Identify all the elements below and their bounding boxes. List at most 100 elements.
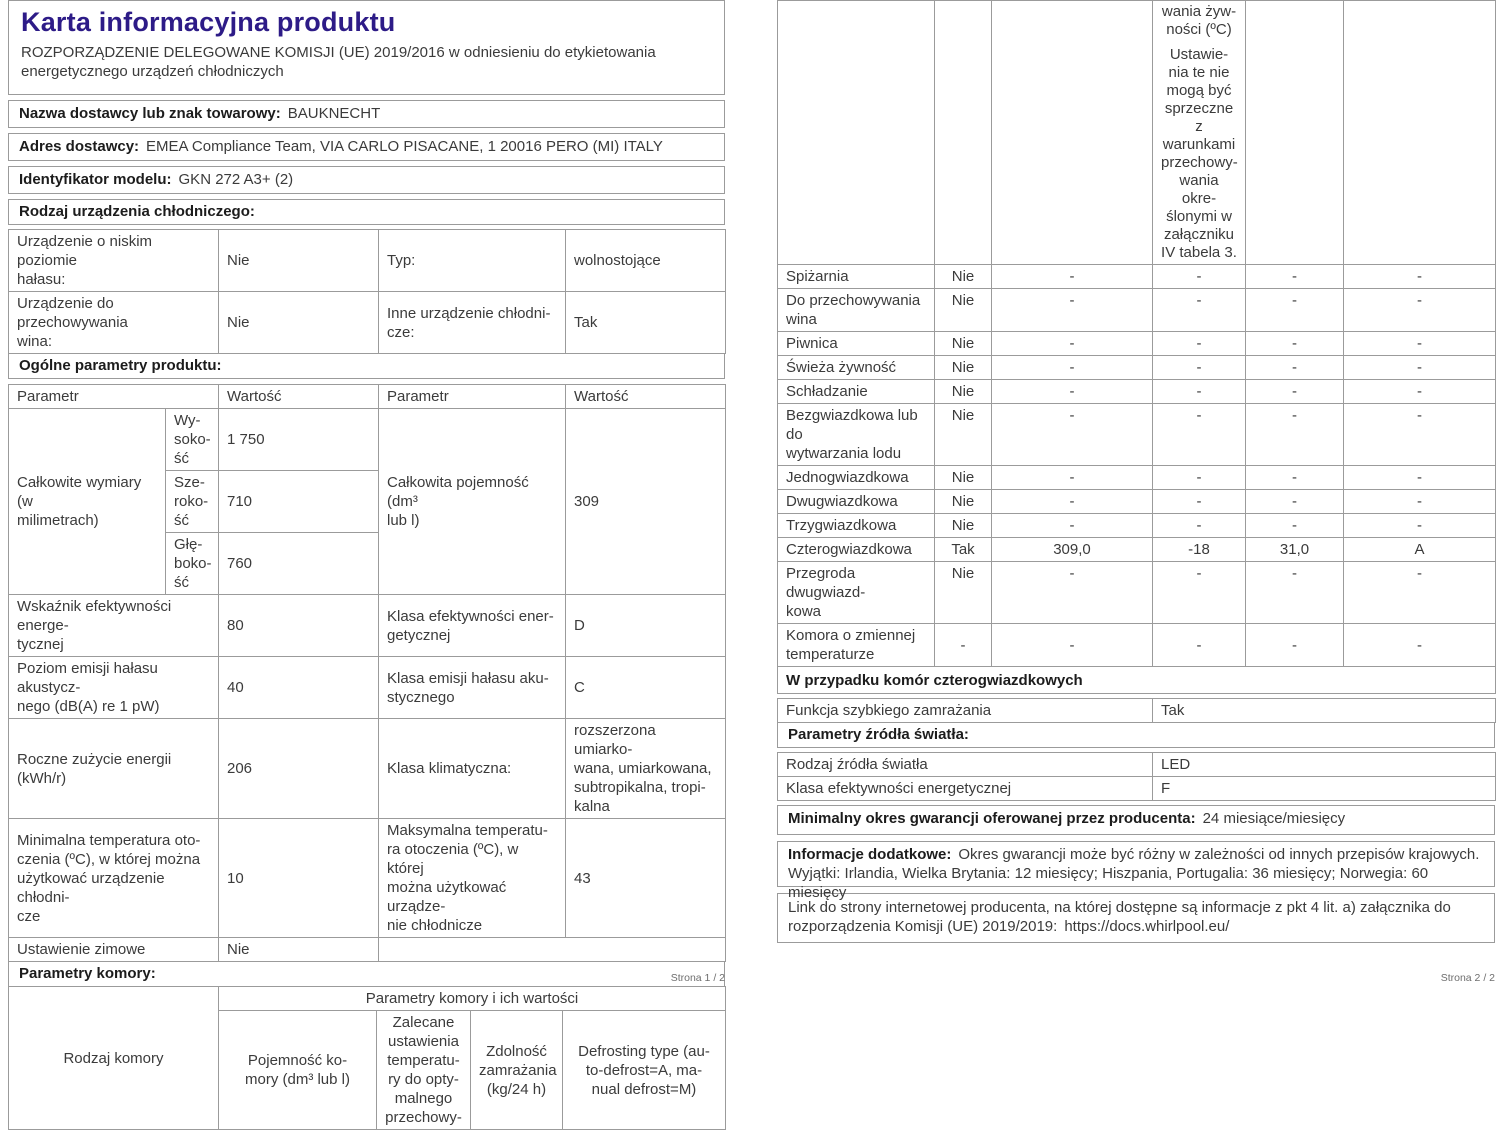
chamber-defrost: - <box>1343 513 1496 538</box>
chamber-present: Nie <box>934 403 992 466</box>
light-class-label: Klasa efektywności energetycznej <box>777 776 1153 801</box>
chamber-name: Świeża żywność <box>777 355 935 380</box>
temp-settings-continuation: wania żyw- ności (ºC) Ustawie- nia te ni… <box>1152 0 1246 265</box>
fast-freeze-table: Funkcja szybkiego zamrażania Tak <box>777 698 1496 723</box>
chamber-defrost: - <box>1343 465 1496 490</box>
supplier-value: BAUKNECHT <box>287 105 381 122</box>
chamber-row: Dwugwiazdkowa Nie - - - - <box>777 489 1496 514</box>
low-noise-label: Urządzenie o niskim poziomie hałasu: <box>8 229 219 292</box>
chamber-temp: - <box>1152 623 1246 667</box>
model-row: Identyfikator modelu: GKN 272 A3+ (2) <box>8 166 725 194</box>
chamber-volume: - <box>991 465 1153 490</box>
chamber-temp: - <box>1152 513 1246 538</box>
table-row: Poziom emisji hałasu akustycz- nego (dB(… <box>8 656 726 719</box>
chamber-volume: - <box>991 379 1153 404</box>
chamber-temp: - <box>1152 288 1246 332</box>
type-label: Typ: <box>378 229 566 292</box>
chamber-present: Nie <box>934 561 992 624</box>
chamber-values-header: Parametry komory i ich wartości <box>218 986 726 1011</box>
chamber-row: Piwnica Nie - - - - <box>777 331 1496 356</box>
chamber-row: Komora o zmiennej temperaturze - - - - - <box>777 623 1496 667</box>
model-label: Identyfikator modelu: <box>19 171 172 188</box>
chamber-present: Nie <box>934 331 992 356</box>
chamber-volume: - <box>991 561 1153 624</box>
chamber-col-volume: Pojemność ko- mory (dm³ lub l) <box>218 1010 377 1130</box>
chamber-present: Nie <box>934 288 992 332</box>
light-params-header: Parametry źródła światła: <box>777 722 1495 748</box>
eei-value: 80 <box>218 594 379 657</box>
empty-cell <box>1245 0 1344 265</box>
fast-freeze-label: Funkcja szybkiego zamrażania <box>777 698 1153 723</box>
page-2: wania żyw- ności (ºC) Ustawie- nia te ni… <box>777 0 1496 984</box>
chamber-name: Dwugwiazdkowa <box>777 489 935 514</box>
table-row: wania żyw- ności (ºC) Ustawie- nia te ni… <box>777 0 1496 265</box>
address-label: Adres dostawcy: <box>19 138 140 155</box>
noise-value: 40 <box>218 656 379 719</box>
chamber-name: Komora o zmiennej temperaturze <box>777 623 935 667</box>
other-device-label: Inne urządzenie chłodni- cze: <box>378 291 566 354</box>
producer-link-url[interactable]: https://docs.whirlpool.eu/ <box>1064 918 1230 935</box>
table-row: Parametr Wartość Parametr Wartość <box>8 384 726 409</box>
empty-cell <box>378 937 726 962</box>
chamber-name: Przegroda dwugwiazd- kowa <box>777 561 935 624</box>
type-value: wolnostojące <box>565 229 726 292</box>
depth-value: 760 <box>218 532 379 595</box>
chamber-temp: - <box>1152 379 1246 404</box>
chamber-capacity: - <box>1245 331 1344 356</box>
chamber-col-temp: Zalecane ustawienia temperatu- ry do opt… <box>376 1010 471 1130</box>
chamber-temp: - <box>1152 465 1246 490</box>
chamber-volume: - <box>991 489 1153 514</box>
chamber-volume: - <box>991 513 1153 538</box>
fast-freeze-value: Tak <box>1152 698 1496 723</box>
page-title: Karta informacyjna produktu <box>21 7 396 37</box>
dimensions-label: Całkowite wymiary (w milimetrach) <box>8 408 166 595</box>
chamber-name: Spiżarnia <box>777 264 935 289</box>
chamber-capacity: - <box>1245 355 1344 380</box>
chamber-defrost: - <box>1343 489 1496 514</box>
additional-info-text: Okres gwarancji może być różny w zależno… <box>788 846 1480 901</box>
chamber-capacity: - <box>1245 264 1344 289</box>
chamber-capacity: - <box>1245 561 1344 624</box>
eei-label: Wskaźnik efektywności energe- tycznej <box>8 594 219 657</box>
chamber-present: Nie <box>934 264 992 289</box>
chamber-present: Nie <box>934 379 992 404</box>
chamber-row: Bezgwiazdkowa lub do wytwarzania lodu Ni… <box>777 403 1496 466</box>
chamber-continuation-table: wania żyw- ności (ºC) Ustawie- nia te ni… <box>777 0 1496 694</box>
additional-info-row: Informacje dodatkowe: Okres gwarancji moż… <box>777 841 1495 901</box>
min-temp-value: 10 <box>218 818 379 938</box>
min-temp-label: Minimalna temperatura oto- czenia (ºC), … <box>8 818 219 938</box>
eei-class-value: D <box>565 594 726 657</box>
title-block: Karta informacyjna produktu ROZPORZĄDZEN… <box>8 0 725 95</box>
other-device-value: Tak <box>565 291 726 354</box>
empty-cell <box>1343 0 1496 265</box>
width-value: 710 <box>218 470 379 533</box>
chamber-name: Schładzanie <box>777 379 935 404</box>
chamber-temp: - <box>1152 489 1246 514</box>
eei-class-label: Klasa efektywności ener- getycznej <box>378 594 566 657</box>
chamber-name: Czterogwiazdkowa <box>777 537 935 562</box>
chamber-defrost: - <box>1343 379 1496 404</box>
chamber-row: Czterogwiazdkowa Tak 309,0 -18 31,0 A <box>777 537 1496 562</box>
supplier-label: Nazwa dostawcy lub znak towarowy: <box>19 105 281 122</box>
chamber-volume: - <box>991 264 1153 289</box>
col-header-parametr: Parametr <box>378 384 566 409</box>
additional-info-label: Informacje dodatkowe: <box>788 846 952 863</box>
chamber-present: Nie <box>934 465 992 490</box>
warranty-label: Minimalny okres gwarancji oferowanej prz… <box>788 810 1196 827</box>
chamber-defrost: - <box>1343 288 1496 332</box>
chamber-capacity: - <box>1245 288 1344 332</box>
chamber-defrost: - <box>1343 264 1496 289</box>
table-row: Funkcja szybkiego zamrażania Tak <box>777 698 1496 723</box>
climate-value: rozszerzona umiarko- wana, umiarkowana, … <box>565 718 726 819</box>
four-star-header: W przypadku komór czterogwiazdkowych <box>777 666 1496 694</box>
empty-cell <box>777 0 935 265</box>
volume-label: Całkowita pojemność (dm³ lub l) <box>378 408 566 595</box>
chamber-volume: - <box>991 403 1153 466</box>
noise-class-label: Klasa emisji hałasu aku- stycznego <box>378 656 566 719</box>
chamber-defrost: - <box>1343 331 1496 356</box>
chamber-capacity: - <box>1245 465 1344 490</box>
chamber-present: Nie <box>934 355 992 380</box>
chamber-name: Jednogwiazdkowa <box>777 465 935 490</box>
col-header-parametr: Parametr <box>8 384 219 409</box>
warranty-row: Minimalny okres gwarancji oferowanej prz… <box>777 805 1495 835</box>
